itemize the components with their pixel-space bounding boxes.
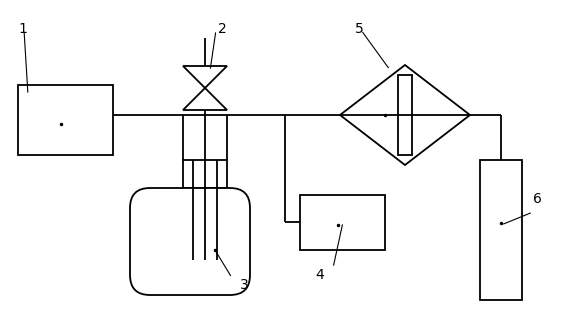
Polygon shape — [183, 88, 227, 110]
Bar — [480, 160, 522, 300]
Bar — [18, 85, 113, 155]
Text: 3: 3 — [240, 278, 249, 292]
Text: 5: 5 — [355, 22, 364, 36]
Polygon shape — [183, 66, 227, 88]
FancyBboxPatch shape — [130, 188, 250, 295]
Polygon shape — [340, 65, 470, 165]
Text: 1: 1 — [18, 22, 27, 36]
Text: 2: 2 — [218, 22, 227, 36]
Bar — [300, 195, 385, 250]
Bar — [183, 160, 227, 188]
Text: 6: 6 — [533, 192, 542, 206]
Text: 4: 4 — [315, 268, 324, 282]
Bar — [398, 75, 412, 155]
